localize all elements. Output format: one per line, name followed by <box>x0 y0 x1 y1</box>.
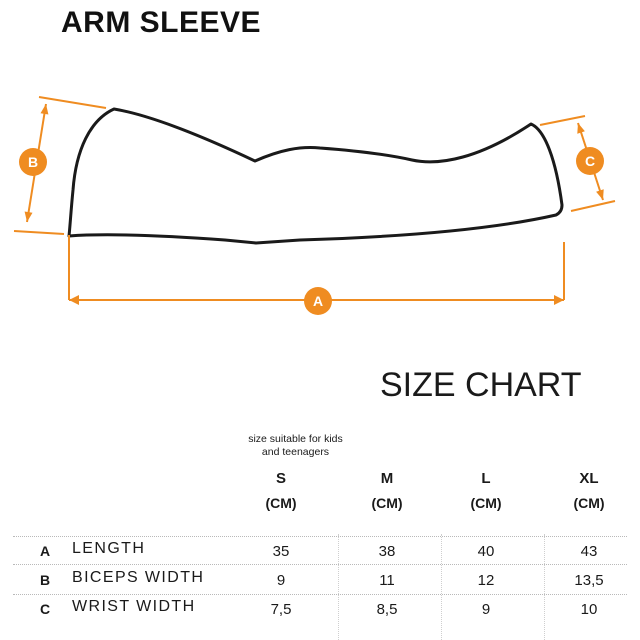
svg-text:A: A <box>313 293 323 309</box>
svg-text:C: C <box>585 153 595 169</box>
svg-text:B: B <box>28 154 38 170</box>
